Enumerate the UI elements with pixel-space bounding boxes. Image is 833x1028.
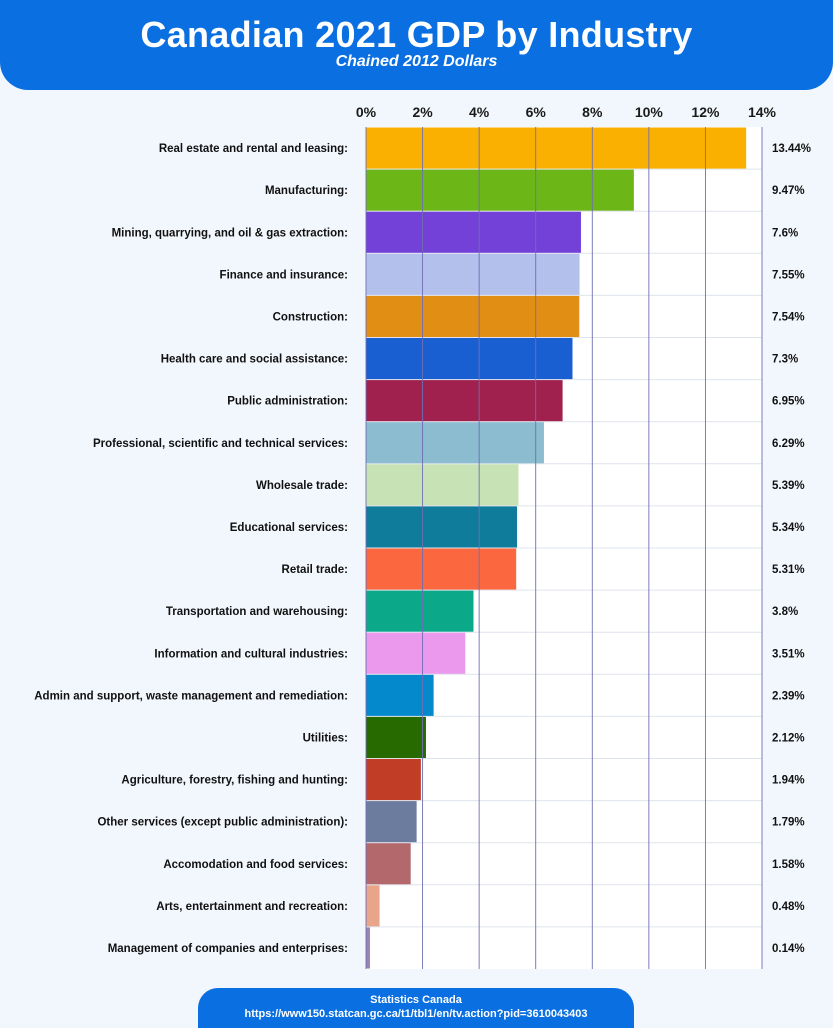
bar <box>366 127 747 169</box>
value-label: 7.3% <box>772 354 798 366</box>
bar <box>366 211 581 253</box>
category-label: Utilities: <box>303 732 348 744</box>
x-tick-label: 14% <box>748 104 777 120</box>
bar <box>366 506 518 548</box>
value-label: 7.55% <box>772 269 805 281</box>
x-tick-label: 10% <box>635 104 664 120</box>
value-label: 7.6% <box>772 227 798 239</box>
x-tick-label: 0% <box>356 104 377 120</box>
bar <box>366 422 544 464</box>
bar <box>366 295 580 337</box>
value-label: 7.54% <box>772 311 805 323</box>
bar <box>366 548 517 590</box>
bar <box>366 885 380 927</box>
category-label: Management of companies and enterprises: <box>108 943 348 955</box>
category-label: Health care and social assistance: <box>161 354 348 366</box>
category-label: Professional, scientific and technical s… <box>93 438 348 450</box>
category-label: Admin and support, waste management and … <box>34 690 348 702</box>
bar <box>366 590 474 632</box>
bar <box>366 169 634 211</box>
value-label: 5.31% <box>772 564 805 576</box>
value-label: 2.12% <box>772 732 805 744</box>
source-name: Statistics Canada <box>370 994 462 1006</box>
value-label: 1.94% <box>772 775 805 787</box>
bar <box>366 759 421 801</box>
chart-title: Canadian 2021 GDP by Industry <box>140 14 693 55</box>
bar <box>366 380 563 422</box>
category-label: Manufacturing: <box>265 185 348 197</box>
category-label: Agriculture, forestry, fishing and hunti… <box>121 775 348 787</box>
value-label: 5.39% <box>772 480 805 492</box>
value-label: 2.39% <box>772 690 805 702</box>
x-tick-label: 8% <box>582 104 603 120</box>
bar <box>366 716 426 758</box>
bar <box>366 927 370 969</box>
bar <box>366 338 573 380</box>
x-tick-label: 12% <box>691 104 720 120</box>
x-tick-label: 6% <box>526 104 547 120</box>
value-label: 0.14% <box>772 943 805 955</box>
category-label: Construction: <box>273 311 348 323</box>
bar <box>366 632 466 674</box>
value-label: 5.34% <box>772 522 805 534</box>
value-label: 6.29% <box>772 438 805 450</box>
value-label: 1.79% <box>772 817 805 829</box>
category-label: Finance and insurance: <box>220 269 348 281</box>
category-label: Wholesale trade: <box>256 480 348 492</box>
value-label: 3.51% <box>772 648 805 660</box>
category-label: Retail trade: <box>282 564 348 576</box>
chart-subtitle: Chained 2012 Dollars <box>335 53 498 70</box>
category-label: Public administration: <box>227 396 348 408</box>
bar <box>366 801 417 843</box>
value-label: 1.58% <box>772 859 805 871</box>
bar <box>366 253 580 295</box>
value-label: 6.95% <box>772 396 805 408</box>
category-label: Educational services: <box>230 522 348 534</box>
source-banner: Statistics Canada https://www150.statcan… <box>198 988 634 1028</box>
bar <box>366 843 411 885</box>
value-label: 9.47% <box>772 185 805 197</box>
title-banner: Canadian 2021 GDP by Industry Chained 20… <box>0 0 833 90</box>
value-label: 13.44% <box>772 143 811 155</box>
bar <box>366 464 519 506</box>
source-url[interactable]: https://www150.statcan.gc.ca/t1/tbl1/en/… <box>244 1008 588 1020</box>
category-label: Real estate and rental and leasing: <box>159 143 348 155</box>
category-label: Mining, quarrying, and oil & gas extract… <box>112 227 348 239</box>
category-label: Other services (except public administra… <box>97 817 348 829</box>
value-label: 3.8% <box>772 606 798 618</box>
category-label: Arts, entertainment and recreation: <box>156 901 348 913</box>
category-label: Information and cultural industries: <box>154 648 348 660</box>
x-tick-label: 2% <box>412 104 433 120</box>
bar <box>366 674 434 716</box>
category-label: Transportation and warehousing: <box>166 606 348 618</box>
x-tick-label: 4% <box>469 104 490 120</box>
category-label: Accomodation and food services: <box>163 859 348 871</box>
value-label: 0.48% <box>772 901 805 913</box>
